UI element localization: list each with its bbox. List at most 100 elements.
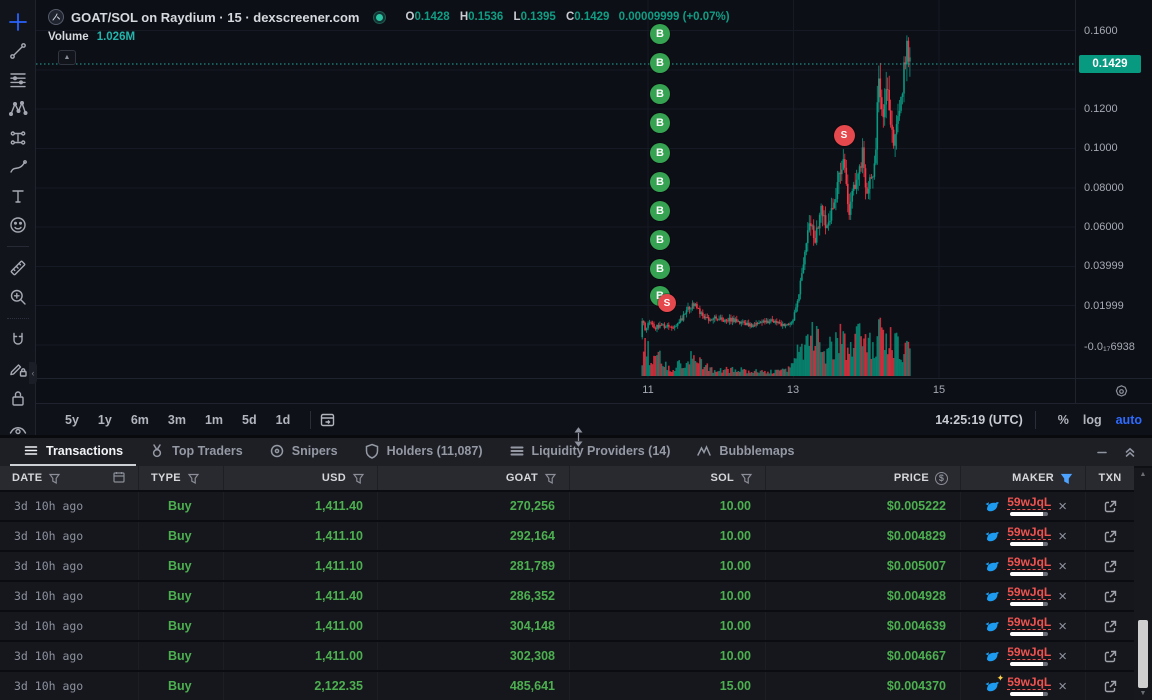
crosshair-icon[interactable] [6,12,30,32]
maker-filter-clear-icon[interactable]: × [1058,617,1067,635]
panel-resize-handle[interactable] [570,426,586,448]
maker-filter-clear-icon[interactable]: × [1058,647,1067,665]
gear-icon[interactable] [1114,384,1129,399]
maker-link[interactable]: 59wJqL [1007,556,1052,576]
price-chart[interactable]: GOAT/SOL on Raydium · 15 · dexscreener.c… [36,0,1075,378]
filter-icon[interactable] [740,472,753,485]
percent-scale-button[interactable]: % [1057,412,1069,427]
range-button-1y[interactable]: 1y [97,412,112,427]
trend-line-icon[interactable] [6,41,30,61]
candlestick-chart[interactable] [36,0,1075,378]
sell-trade-marker[interactable]: S [658,294,676,312]
external-link-icon[interactable] [1103,619,1118,634]
header-type[interactable]: TYPE [139,466,224,490]
maker-link[interactable]: 59wJqL [1007,526,1052,546]
time-axis[interactable]: 11 13 15 [36,378,1075,403]
table-row[interactable]: 3d 10h ago Buy 1,411.00 304,148 10.00 $0.0046… [0,612,1134,642]
header-maker[interactable]: MAKER [961,466,1086,490]
maker-link[interactable]: 59wJqL [1007,676,1052,696]
maker-filter-clear-icon[interactable]: × [1058,497,1067,515]
zoom-in-icon[interactable] [6,287,30,307]
table-row[interactable]: 3d 10h ago Buy 2,122.35 485,641 15.00 $0.0043… [0,672,1134,700]
external-link-icon[interactable] [1103,649,1118,664]
ruler-icon[interactable] [6,258,30,278]
scrollbar-thumb[interactable] [1138,620,1148,688]
text-icon[interactable] [6,186,30,206]
buy-trade-marker[interactable]: B [650,113,670,133]
external-link-icon[interactable] [1103,679,1118,694]
fib-retracement-icon[interactable] [6,70,30,90]
header-usd[interactable]: USD [224,466,378,490]
external-link-icon[interactable] [1103,529,1118,544]
emoji-icon[interactable] [6,215,30,235]
date-calendar-icon[interactable] [112,470,126,487]
table-scrollbar[interactable]: ▲ ▼ [1134,468,1152,700]
maker-wallet-icon[interactable]: ✦ [984,673,1004,693]
hide-drawings-icon[interactable] [6,417,30,435]
expand-panel-icon[interactable] [1124,446,1136,458]
maker-wallet-icon[interactable] [984,589,1000,603]
maker-wallet-icon[interactable] [984,619,1000,633]
lock-all-icon[interactable] [6,388,30,408]
range-button-5y[interactable]: 5y [65,412,79,427]
table-row[interactable]: 3d 10h ago Buy 1,411.40 270,256 10.00 $0.0052… [0,492,1134,522]
maker-link[interactable]: 59wJqL [1007,496,1052,516]
filter-icon[interactable] [352,472,365,485]
session-clock[interactable]: 14:25:19 (UTC) [935,412,1023,427]
table-row[interactable]: 3d 10h ago Buy 1,411.40 286,352 10.00 $0.0049… [0,582,1134,612]
go-to-date-button[interactable] [319,411,336,428]
buy-trade-marker[interactable]: B [650,172,670,192]
maker-wallet-icon[interactable] [984,529,1000,543]
range-button-3m[interactable]: 3m [167,412,186,427]
maker-link[interactable]: 59wJqL [1007,616,1052,636]
buy-trade-marker[interactable]: B [650,230,670,250]
maker-link[interactable]: 59wJqL [1007,646,1052,666]
header-date[interactable]: DATE [0,466,139,490]
tab-liquidity-providers[interactable]: Liquidity Providers (14) [496,438,684,466]
maker-wallet-icon[interactable] [984,559,1000,573]
buy-trade-marker[interactable]: B [650,53,670,73]
buy-trade-marker[interactable]: B [650,84,670,104]
tab-bubblemaps[interactable]: Bubblemaps [683,438,807,466]
table-row[interactable]: 3d 10h ago Buy 1,411.10 281,789 10.00 $0.0050… [0,552,1134,582]
range-button-5d[interactable]: 5d [242,412,257,427]
scroll-down-icon[interactable]: ▼ [1139,690,1147,697]
sell-trade-marker[interactable]: S [833,124,855,146]
table-row[interactable]: 3d 10h ago Buy 1,411.00 302,308 10.00 $0.0046… [0,642,1134,672]
range-button-1m[interactable]: 1m [204,412,224,427]
long-position-icon[interactable] [6,128,30,148]
minimize-panel-icon[interactable] [1096,446,1108,458]
maker-filter-clear-icon[interactable]: × [1058,677,1067,695]
header-goat[interactable]: GOAT [378,466,570,490]
drawing-lock-icon[interactable] [6,359,30,379]
table-row[interactable]: 3d 10h ago Buy 1,411.10 292,164 10.00 $0.0048… [0,522,1134,552]
buy-trade-marker[interactable]: B [650,201,670,221]
tab-top-traders[interactable]: Top Traders [136,438,256,466]
brush-icon[interactable] [6,157,30,177]
external-link-icon[interactable] [1103,589,1118,604]
filter-icon[interactable] [187,472,200,485]
filter-icon[interactable] [48,472,61,485]
scroll-up-icon[interactable]: ▲ [1139,471,1147,478]
magnet-icon[interactable] [6,330,30,350]
maker-filter-clear-icon[interactable]: × [1058,527,1067,545]
header-price[interactable]: PRICE $ [766,466,961,490]
maker-wallet-icon[interactable] [984,649,1000,663]
filter-active-icon[interactable] [1060,472,1073,485]
log-scale-button[interactable]: log [1082,412,1102,427]
toolbar-collapse-handle[interactable]: ‹ [29,362,37,384]
buy-trade-marker[interactable]: B [650,143,670,163]
chart-symbol-title[interactable]: GOAT/SOL on Raydium · 15 · dexscreener.c… [71,9,360,25]
maker-link[interactable]: 59wJqL [1007,586,1052,606]
auto-scale-button[interactable]: auto [1115,412,1142,427]
tab-transactions[interactable]: Transactions [10,438,137,466]
external-link-icon[interactable] [1103,499,1118,514]
tab-snipers[interactable]: Snipers [256,438,351,466]
legend-collapse-button[interactable]: ▲ [58,50,76,65]
external-link-icon[interactable] [1103,559,1118,574]
usd-toggle-icon[interactable]: $ [935,471,948,485]
maker-filter-clear-icon[interactable]: × [1058,587,1067,605]
xabcd-pattern-icon[interactable] [6,99,30,119]
price-axis[interactable]: 0.1429 0.1600 0.1200 0.1000 0.08000 0.06000 0… [1075,0,1152,378]
maker-wallet-icon[interactable] [984,499,1000,513]
